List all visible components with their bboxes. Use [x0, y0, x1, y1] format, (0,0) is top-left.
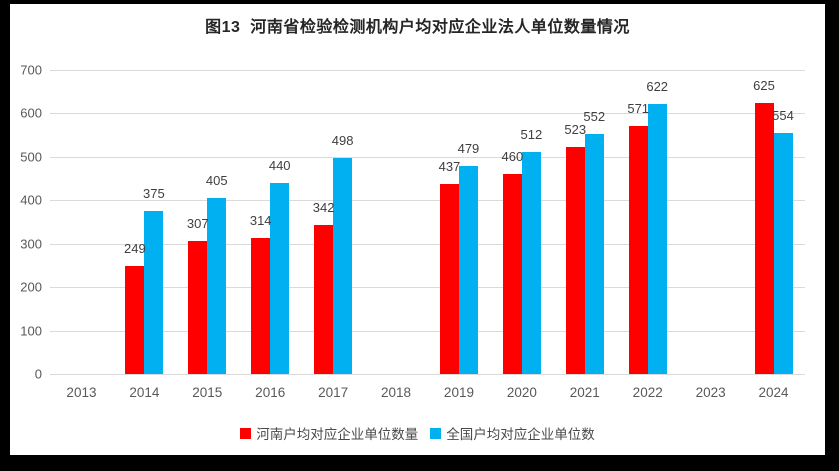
bar-value-label: 625: [753, 77, 775, 93]
bar-national: [207, 198, 227, 374]
bar-national: [521, 151, 541, 374]
bar-henan: [314, 225, 334, 374]
gridline: [50, 243, 805, 245]
x-axis-tick-label: 2015: [192, 385, 223, 400]
bar-value-label: 512: [520, 126, 543, 142]
bar-national: [144, 211, 164, 374]
bar-value-label: 460: [501, 149, 524, 165]
legend-swatch-national: [430, 427, 442, 439]
bar-henan: [251, 237, 271, 374]
bar-value-label: 249: [124, 240, 146, 256]
chart-title: 图13 河南省检验检测机构户均对应企业法人单位数量情况: [205, 19, 630, 36]
y-axis-tick-label: 200: [20, 279, 42, 295]
x-axis-tick-label: 2022: [632, 385, 663, 400]
bar-national: [270, 182, 290, 374]
x-axis-tick-label: 2018: [381, 385, 412, 400]
bar-value-label: 314: [249, 212, 272, 228]
y-axis-tick-label: 500: [20, 149, 42, 165]
x-axis-tick-label: 2024: [758, 385, 789, 400]
x-axis-tick-label: 2019: [443, 385, 474, 400]
gridline: [50, 70, 805, 71]
bar-value-label: 437: [438, 159, 461, 175]
bar-value-label: 622: [646, 78, 669, 94]
bar-value-label: 498: [331, 132, 354, 148]
gridline: [50, 200, 805, 202]
bar-henan: [439, 184, 459, 374]
y-axis-tick-label: 100: [20, 323, 42, 339]
bar-national: [773, 133, 793, 374]
bar-value-label: 440: [268, 157, 291, 173]
bar-henan: [125, 265, 145, 374]
bar-henan: [502, 174, 522, 374]
bar-national: [647, 103, 667, 374]
bar-value-label: 554: [772, 108, 794, 124]
y-axis-tick-label: 700: [20, 62, 42, 78]
y-axis-tick-label: 0: [34, 366, 42, 382]
bar-national: [458, 165, 478, 374]
y-axis-tick-label: 600: [20, 105, 42, 121]
plot-area: 0 100 200 300 400 500 600 700 2013 2014 249 375 2015…: [10, 4, 825, 455]
bar-henan: [188, 240, 208, 374]
bar-henan: [628, 126, 648, 374]
gridline: [50, 374, 805, 375]
x-axis-tick-label: 2020: [506, 385, 537, 400]
x-axis-tick-label: 2023: [695, 385, 726, 400]
x-axis-tick-label: 2014: [129, 385, 160, 400]
bar-national: [333, 157, 353, 374]
bar-value-label: 375: [143, 186, 165, 202]
bar-value-label: 571: [627, 101, 650, 117]
legend-label: 全国户均对应企业单位数: [446, 427, 595, 442]
chart-figure: 图13 河南省检验检测机构户均对应企业法人单位数量情况 0 100 200 300 40…: [10, 4, 825, 455]
y-axis-tick-label: 400: [20, 192, 42, 208]
bar-value-label: 552: [583, 109, 606, 125]
legend-label: 河南户均对应企业单位数量: [256, 427, 419, 442]
x-axis-tick-label: 2017: [318, 385, 349, 400]
x-axis-tick-label: 2013: [66, 385, 97, 400]
bar-value-label: 523: [564, 121, 587, 137]
legend-item-national: 全国户均对应企业单位数: [430, 423, 595, 443]
x-axis-tick-label: 2021: [569, 385, 600, 400]
x-axis-tick-label: 2016: [255, 385, 286, 400]
legend: 河南户均对应企业单位数量 全国户均对应企业单位数: [10, 423, 825, 443]
bar-value-label: 405: [205, 173, 228, 189]
gridline: [50, 156, 805, 158]
bar-value-label: 479: [457, 140, 480, 156]
y-axis-tick-label: 300: [20, 236, 42, 252]
legend-item-henan: 河南户均对应企业单位数量: [240, 423, 418, 443]
bar-henan: [754, 102, 774, 374]
bar-henan: [565, 146, 585, 374]
bar-value-label: 342: [312, 200, 335, 216]
gridline: [50, 287, 805, 289]
bar-national: [584, 134, 604, 374]
gridline: [50, 330, 805, 332]
bar-value-label: 307: [186, 215, 209, 231]
gridline: [50, 113, 805, 115]
legend-swatch-henan: [240, 427, 252, 439]
